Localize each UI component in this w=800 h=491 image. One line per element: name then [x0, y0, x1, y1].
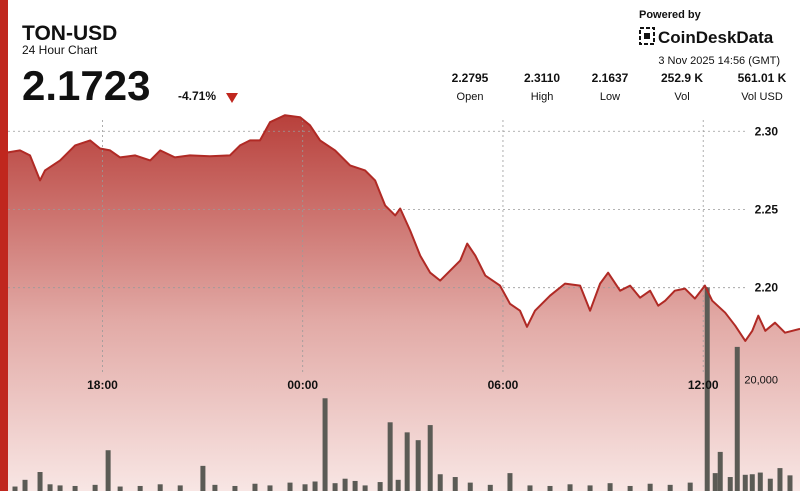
- volume-bar: [37, 472, 43, 491]
- volume-bar: [527, 485, 533, 491]
- y-tick-label: 2.25: [755, 202, 779, 216]
- volume-bar: [287, 482, 293, 491]
- volume-bar: [212, 484, 218, 491]
- volume-bar: [734, 346, 740, 491]
- price-line: [7, 114, 800, 342]
- volume-bar: [232, 485, 238, 491]
- stat-label: Vol USD: [741, 91, 783, 103]
- stat-value: 2.1637: [592, 71, 629, 85]
- grid: [8, 120, 745, 372]
- stat-label: Low: [600, 91, 620, 103]
- brand-logo: [639, 27, 655, 45]
- volume-bar: [437, 474, 443, 491]
- volume-bar: [717, 451, 723, 491]
- volume-bar: [547, 485, 553, 491]
- stats: 2.2795 Open 2.3110 High 2.1637 Low 252.9 K Vol 5…: [452, 71, 787, 103]
- powered-by: Powered by: [639, 9, 702, 21]
- volume-bar: [567, 484, 573, 491]
- volume-bar: [404, 432, 410, 491]
- stat-label: Vol: [674, 91, 689, 103]
- price: 2.1723: [22, 62, 150, 109]
- down-arrow: [226, 93, 238, 103]
- volume-bar: [302, 484, 308, 491]
- brand: CoinDeskData: [658, 28, 774, 47]
- volume-bar: [177, 485, 183, 491]
- stat-label: High: [531, 91, 554, 103]
- volume-bar: [627, 485, 633, 491]
- volume-bar: [57, 485, 63, 491]
- ticker: TON-USD: [22, 22, 117, 45]
- volume-bar: [137, 485, 143, 491]
- volume-bar: [387, 422, 393, 491]
- volume-bar: [667, 484, 673, 491]
- volume-bar: [200, 465, 206, 491]
- stat-value: 2.2795: [452, 71, 489, 85]
- volume-bar: [742, 474, 748, 491]
- volume-bar: [487, 484, 493, 491]
- volume-bar: [467, 482, 473, 491]
- volume-bar: [377, 482, 383, 491]
- y-tick-label: 2.30: [755, 124, 779, 138]
- x-tick-label: 06:00: [488, 378, 519, 392]
- volume-bar: [507, 473, 513, 491]
- volume-bar: [157, 484, 163, 491]
- x-tick-label: 00:00: [287, 378, 318, 392]
- volume-bar: [687, 482, 693, 491]
- stat-value: 561.01 K: [738, 71, 787, 85]
- price-area: [8, 115, 800, 491]
- x-tick-label: 18:00: [87, 378, 118, 392]
- volume-bar: [749, 474, 755, 491]
- volume-bar: [72, 485, 78, 491]
- stat-value: 2.3110: [524, 71, 560, 85]
- volume-bar: [767, 478, 773, 491]
- accent-bar: [0, 0, 8, 491]
- plot-area: 2.30 2.25 2.20 20,000 18:00 00:00 06:00 12:00: [7, 114, 800, 491]
- volume-bar: [452, 477, 458, 491]
- volume-bar: [92, 484, 98, 491]
- x-tick-label: 12:00: [688, 378, 719, 392]
- y-tick-label: 2.20: [755, 281, 779, 295]
- volume-bar: [607, 483, 613, 491]
- stat-value: 252.9 K: [661, 71, 703, 85]
- volume-bar: [587, 485, 593, 491]
- volume-bar: [105, 450, 111, 491]
- volume-bar: [777, 468, 783, 491]
- volume-bar: [712, 473, 718, 491]
- volume-bar: [332, 483, 338, 491]
- volume-bar: [415, 440, 421, 491]
- volume-bar: [252, 483, 258, 491]
- subtitle: 24 Hour Chart: [22, 43, 98, 57]
- volume-bar: [342, 478, 348, 491]
- volume-bar: [117, 486, 123, 491]
- volume-bar: [312, 481, 318, 491]
- volume-bar: [362, 485, 368, 491]
- volume-bar: [427, 425, 433, 491]
- volume-bar: [787, 475, 793, 491]
- volume-bar: [267, 485, 273, 491]
- y2-tick-label: 20,000: [744, 374, 778, 386]
- volume-bar: [322, 398, 328, 491]
- volume-bar: [352, 480, 358, 491]
- volume-bar: [395, 479, 401, 491]
- volume-bar: [647, 483, 653, 491]
- change: -4.71%: [178, 89, 216, 103]
- volume-bar: [12, 486, 18, 491]
- timestamp: 3 Nov 2025 14:56 (GMT): [658, 55, 780, 67]
- volume-bar: [22, 479, 28, 491]
- volume-bar: [757, 472, 763, 491]
- volume-bar: [727, 477, 733, 491]
- volume-bar: [704, 287, 710, 491]
- volume-bar: [47, 484, 53, 491]
- stat-label: Open: [457, 91, 484, 103]
